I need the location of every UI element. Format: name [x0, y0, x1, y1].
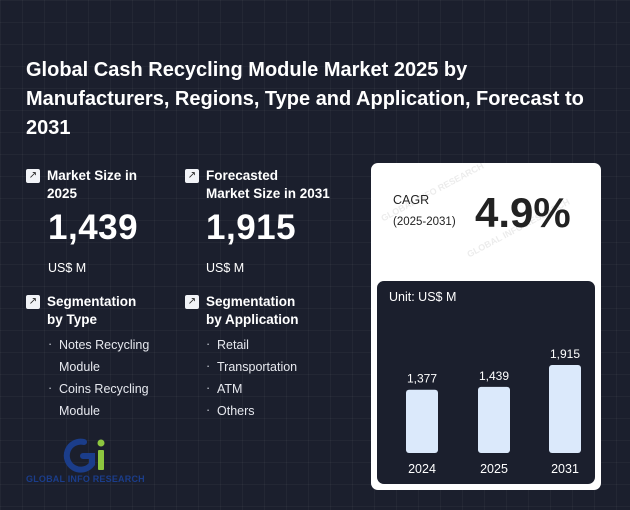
segmentation-type-list: Notes Recycling Module Coins Recycling M…: [48, 333, 149, 422]
segmentation-application-list: Retail Transportation ATM Others: [206, 333, 297, 422]
list-item: Retail: [206, 333, 297, 356]
list-item-continuation: Module: [59, 360, 100, 374]
x-tick-label: 2024: [408, 462, 436, 476]
market-size-unit: US$ M: [48, 261, 87, 275]
logo-mark: [63, 438, 105, 473]
segmentation-application-label: Segmentation by Application: [206, 293, 299, 329]
list-item: Coins Recycling: [48, 377, 149, 400]
list-item: ATM: [206, 377, 297, 400]
list-item-continuation: Module: [59, 404, 100, 418]
segmentation-type-label-line1: Segmentation: [47, 294, 137, 309]
cagr-value: 4.9%: [475, 189, 571, 236]
cagr-panel: GLOBAL INFO RESEARCH GLOBAL INFO RESEARC…: [371, 160, 601, 490]
forecast-size-label-line2: Market Size in 2031: [206, 186, 330, 201]
forecast-size-label-line1: Forecasted: [206, 168, 279, 183]
segmentation-type-label-line2: by Type: [47, 312, 98, 327]
company-logo: GLOBAL INFO RESEARCH: [26, 438, 145, 484]
logo-text: GLOBAL INFO RESEARCH: [26, 474, 145, 484]
bar-2031: [549, 365, 581, 453]
arrow-up-right-icon: ↗: [26, 295, 40, 309]
forecast-size-unit: US$ M: [206, 261, 245, 275]
bar-2024: [406, 389, 438, 453]
bar-2025: [478, 386, 510, 453]
list-item: Others: [206, 399, 297, 422]
bar-chart: Unit: US$ M 1,377 2024 1,439 2025 1,915 2031: [377, 281, 595, 484]
chart-unit-label: Unit: US$ M: [389, 290, 457, 304]
forecast-size-value: 1,915: [206, 208, 297, 247]
watermark: GLOBAL INFO RESEARCH: [379, 160, 486, 224]
bar-chart-svg: 1,377 2024 1,439 2025 1,915 2031: [406, 347, 581, 476]
cagr-label: CAGR: [393, 193, 430, 207]
segmentation-type-label: Segmentation by Type: [47, 293, 136, 329]
market-size-label: Market Size in 2025: [47, 167, 137, 203]
arrow-up-right-icon: ↗: [185, 169, 199, 183]
segmentation-application-label-line1: Segmentation: [206, 294, 296, 309]
page-title: Global Cash Recycling Module Market 2025…: [26, 59, 584, 139]
arrow-up-right-icon: ↗: [26, 169, 40, 183]
x-tick-label: 2031: [551, 462, 579, 476]
bar-value-label: 1,377: [407, 372, 437, 386]
cagr-period: (2025-2031): [393, 216, 456, 228]
market-size-value: 1,439: [48, 208, 139, 247]
x-tick-label: 2025: [480, 462, 508, 476]
list-item: Notes Recycling: [48, 333, 149, 356]
market-size-label-line2: 2025: [47, 186, 78, 201]
forecast-size-label: Forecasted Market Size in 2031: [206, 167, 330, 203]
bar-value-label: 1,439: [479, 369, 509, 383]
list-item: Transportation: [206, 355, 297, 378]
segmentation-application-label-line2: by Application: [206, 312, 299, 327]
bar-value-label: 1,915: [550, 347, 580, 361]
arrow-up-right-icon: ↗: [185, 295, 199, 309]
market-size-label-line1: Market Size in: [47, 168, 138, 183]
